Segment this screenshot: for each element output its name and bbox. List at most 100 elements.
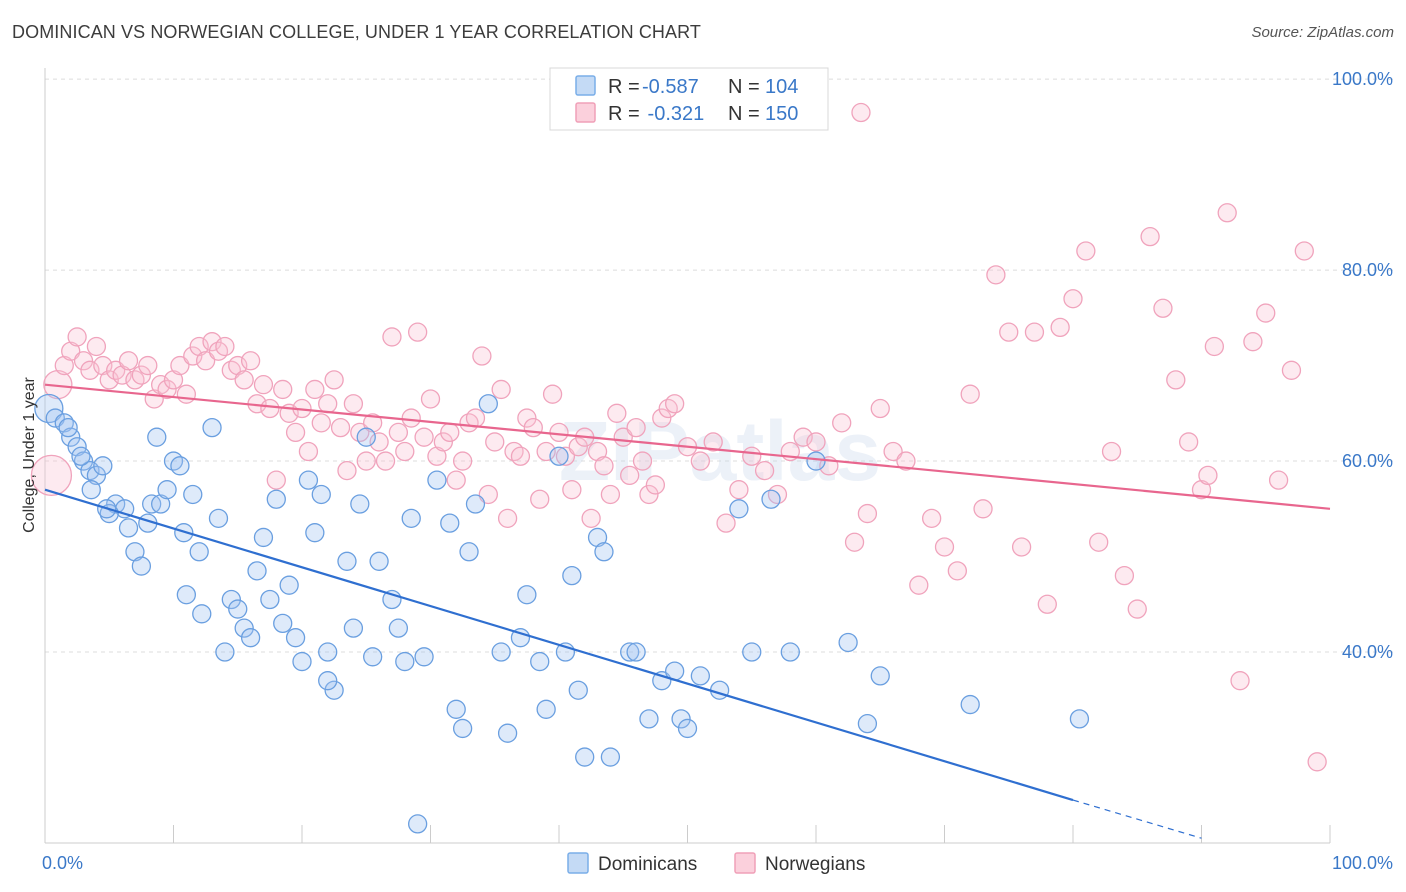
x-tick-label: 100.0% <box>1332 853 1393 873</box>
data-point <box>253 375 274 395</box>
legend-r-value: -0.321 <box>642 103 704 125</box>
data-point <box>517 408 537 428</box>
legend-n-value: 104 <box>765 76 798 98</box>
data-point <box>34 393 64 424</box>
data-point <box>138 355 158 376</box>
data-point <box>176 384 197 404</box>
data-point <box>215 642 235 662</box>
data-point <box>305 523 325 543</box>
data-point <box>491 642 511 662</box>
data-point <box>343 618 364 638</box>
data-point <box>202 417 222 438</box>
data-point <box>523 417 543 438</box>
data-point <box>131 556 152 576</box>
data-point <box>1307 752 1327 772</box>
data-point <box>639 484 659 505</box>
data-point <box>806 451 826 471</box>
data-point <box>607 403 627 423</box>
data-point <box>183 484 203 505</box>
bottom-legend-label: Norwegians <box>765 854 865 875</box>
data-point <box>478 394 498 414</box>
data-point <box>600 484 621 505</box>
trend-line-dominicans <box>44 488 1074 802</box>
data-point <box>1191 480 1212 500</box>
data-point <box>587 527 608 548</box>
data-point <box>350 494 370 514</box>
data-point <box>195 351 216 371</box>
data-point <box>1037 594 1057 614</box>
legend-r-value: -0.587 <box>642 76 699 98</box>
data-point <box>273 613 293 634</box>
data-point <box>594 542 614 562</box>
legend-r-label: R = <box>608 76 640 98</box>
data-point <box>729 499 749 519</box>
data-point <box>626 642 646 662</box>
y-axis-title: College, Under 1 year <box>21 377 38 533</box>
data-point <box>298 470 319 490</box>
data-point <box>163 370 184 390</box>
bottom-legend: Dominicans Norwegians <box>567 852 865 875</box>
data-point <box>446 470 466 490</box>
data-point <box>93 456 113 476</box>
data-point <box>986 265 1006 285</box>
data-point <box>485 432 505 452</box>
data-point <box>266 489 286 509</box>
data-point <box>86 465 107 486</box>
data-point <box>433 432 454 452</box>
legend-swatch-norwegians <box>575 102 596 123</box>
data-point <box>1063 289 1083 309</box>
data-point <box>221 589 241 610</box>
y-tick-label: 80.0% <box>1342 260 1393 280</box>
data-point <box>414 427 434 447</box>
data-point <box>318 671 338 691</box>
data-point <box>427 470 447 490</box>
data-point <box>549 422 569 443</box>
data-point <box>440 513 460 533</box>
legend-n-label: N = <box>728 76 760 98</box>
data-point <box>407 322 428 342</box>
data-point <box>266 470 286 490</box>
data-point <box>375 451 396 471</box>
data-point <box>1127 599 1147 619</box>
data-point <box>1243 332 1263 352</box>
legend-r-label: R = <box>608 103 640 125</box>
data-point <box>555 446 576 466</box>
data-point <box>150 494 171 514</box>
data-point <box>510 446 531 466</box>
data-point <box>973 499 993 519</box>
data-point <box>318 642 338 662</box>
data-point <box>594 456 614 476</box>
data-point <box>337 460 357 481</box>
trend-line-dominicans-extension <box>1072 799 1202 839</box>
data-point <box>86 336 107 357</box>
data-point <box>716 513 736 533</box>
data-point <box>575 747 595 767</box>
data-point <box>81 480 101 500</box>
data-point <box>632 451 653 471</box>
data-point <box>1076 241 1096 261</box>
data-point <box>652 408 672 428</box>
data-point <box>388 618 409 638</box>
data-point <box>568 680 588 700</box>
data-point <box>324 680 344 700</box>
data-point <box>170 456 190 476</box>
data-point <box>568 437 588 457</box>
data-point <box>292 651 312 672</box>
data-point <box>414 647 434 667</box>
data-point <box>311 413 331 433</box>
data-point <box>395 651 415 672</box>
data-point <box>761 489 781 509</box>
data-point <box>363 647 383 667</box>
data-point <box>337 551 357 571</box>
data-point <box>170 355 190 376</box>
bottom-legend-label: Dominicans <box>598 854 697 875</box>
data-point <box>67 437 87 457</box>
data-point <box>690 666 710 686</box>
data-point <box>491 379 511 400</box>
data-point <box>118 351 139 371</box>
data-point <box>562 480 582 500</box>
data-point <box>1140 227 1160 247</box>
data-point <box>356 451 376 471</box>
data-point <box>754 460 775 481</box>
